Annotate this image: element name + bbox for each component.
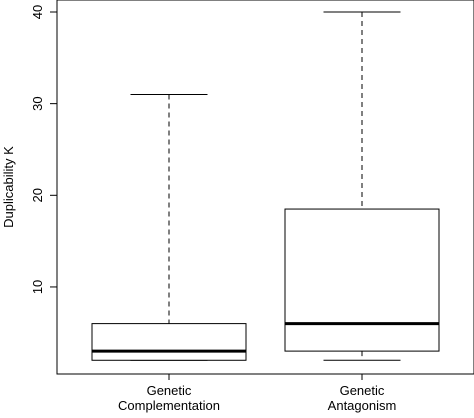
plot-frame	[56, 0, 474, 375]
x-category-label: Genetic	[340, 383, 385, 398]
y-axis-label: Duplicability K	[1, 146, 16, 228]
box-iqr	[91, 323, 247, 361]
box-iqr	[284, 208, 440, 352]
y-tick-label: 40	[30, 5, 45, 19]
y-axis: 10 20 30 40	[30, 5, 57, 294]
boxes-group	[91, 11, 440, 361]
x-category-label: Antagonism	[328, 398, 397, 413]
x-category-label: Complementation	[118, 398, 220, 413]
y-tick-label: 30	[30, 96, 45, 110]
x-category-label: Genetic	[147, 383, 192, 398]
y-tick-label: 10	[30, 280, 45, 294]
y-tick-label: 20	[30, 188, 45, 202]
